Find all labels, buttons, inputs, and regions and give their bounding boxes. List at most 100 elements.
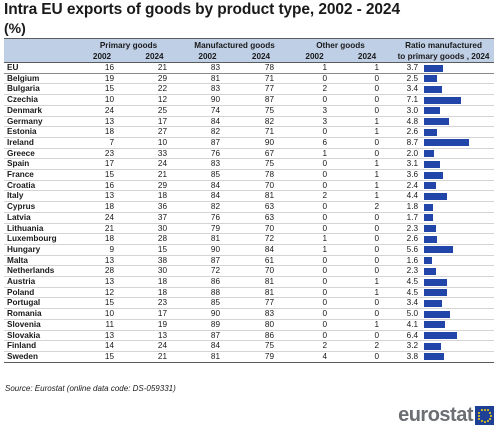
value-cell: 17 — [157, 116, 167, 126]
value-cell: 0 — [374, 84, 380, 94]
value-cell: 78 — [234, 62, 289, 74]
value-cell: 18 — [157, 277, 167, 287]
table-row: Portugal 15 23 85 77 0 0 3.4 — [4, 298, 495, 309]
country-cell: Germany — [7, 116, 43, 126]
value-cell: 72 — [264, 234, 275, 244]
header-year: 2002 — [288, 51, 342, 63]
value-cell: 0 — [374, 105, 380, 115]
value-cell: 2 — [374, 202, 380, 212]
value-cell: 17 — [157, 309, 167, 319]
flag-star — [489, 414, 492, 417]
ratio-bar — [424, 96, 461, 104]
value-cell: 23 — [157, 298, 167, 308]
value-cell: 61 — [264, 255, 275, 265]
value-cell: 18 — [157, 287, 167, 297]
value-cell: 13 — [104, 330, 114, 340]
value-cell: 0 — [322, 298, 328, 308]
value-cell: 0 — [322, 127, 328, 137]
header-year: 2002 — [76, 51, 128, 63]
ratio-bar-cell — [424, 137, 494, 148]
header-other-goods: Other goods — [288, 38, 394, 51]
value-cell: 13 — [104, 277, 114, 287]
ratio-bar — [424, 257, 433, 265]
value-cell: 0 — [322, 202, 328, 212]
value-cell: 88 — [210, 287, 220, 297]
table-row: Lithuania 21 30 79 70 0 0 2.3 — [4, 223, 495, 234]
ratio-cell: 1.6 — [406, 255, 419, 265]
ratio-cell: 7.1 — [406, 95, 419, 105]
value-cell: 83 — [264, 309, 275, 319]
ratio-bar-cell — [424, 234, 494, 245]
value-cell: 2 — [374, 341, 380, 351]
value-cell: 90 — [210, 95, 220, 105]
flag-star — [480, 409, 483, 412]
ratio-bar — [424, 139, 470, 147]
value-cell: 0 — [322, 170, 328, 180]
value-cell: 1 — [374, 277, 380, 287]
value-cell: 29 — [157, 73, 167, 83]
value-cell: 25 — [157, 105, 167, 115]
ratio-bar — [424, 289, 448, 297]
country-cell: Romania — [7, 309, 42, 319]
ratio-bar — [424, 267, 436, 275]
value-cell: 28 — [104, 266, 114, 276]
value-cell: 82 — [210, 202, 220, 212]
value-cell: 13 — [104, 255, 114, 265]
value-cell: 81 — [210, 234, 220, 244]
country-cell: Lithuania — [7, 223, 44, 233]
value-cell: 76 — [210, 212, 220, 222]
ratio-bar-cell — [424, 159, 494, 170]
table-row: Cyprus 18 36 82 63 0 2 1.8 — [4, 202, 495, 213]
ratio-cell: 2.5 — [406, 73, 419, 83]
header-ratio-line2: to primary goods , 2024 — [393, 51, 495, 63]
value-cell: 77 — [264, 84, 275, 94]
ratio-bar-cell — [424, 244, 494, 255]
ratio-bar — [424, 118, 449, 126]
table-row: Croatia 16 29 84 70 0 1 2.4 — [4, 180, 495, 191]
source-note: Source: Eurostat (online data code: DS-0… — [5, 384, 176, 393]
table-row: Denmark 24 25 74 75 3 0 3.0 — [4, 105, 495, 117]
ratio-cell: 3.0 — [406, 105, 419, 115]
ratio-bar — [424, 235, 438, 243]
flag-star — [478, 411, 481, 414]
country-cell: Belgium — [7, 73, 40, 83]
table-row: Poland 12 18 88 81 0 1 4.5 — [4, 287, 495, 298]
value-cell: 3 — [322, 105, 328, 115]
ratio-bar-cell — [424, 116, 494, 127]
value-cell: 0 — [374, 244, 380, 254]
value-cell: 1 — [341, 62, 394, 74]
value-cell: 70 — [264, 266, 275, 276]
value-cell: 75 — [264, 341, 275, 351]
value-cell: 24 — [104, 105, 114, 115]
value-cell: 36 — [157, 202, 167, 212]
ratio-bar-cell — [424, 287, 494, 298]
value-cell: 16 — [76, 62, 128, 74]
page-title: Intra EU exports of goods by product typ… — [4, 1, 400, 18]
ratio-cell: 2.3 — [406, 266, 419, 276]
value-cell: 37 — [157, 212, 167, 222]
country-cell: Czechia — [7, 95, 38, 105]
ratio-cell: 3.6 — [406, 170, 419, 180]
value-cell: 33 — [157, 148, 167, 158]
value-cell: 63 — [264, 202, 275, 212]
value-cell: 16 — [104, 180, 114, 190]
country-cell: Poland — [7, 287, 35, 297]
ratio-cell: 3.4 — [406, 298, 419, 308]
value-cell: 0 — [374, 255, 380, 265]
ratio-cell: 4.5 — [406, 287, 419, 297]
value-cell: 15 — [157, 244, 167, 254]
flag-star — [488, 411, 491, 414]
value-cell: 2 — [322, 191, 328, 201]
value-cell: 87 — [210, 330, 220, 340]
value-cell: 1 — [374, 127, 380, 137]
value-cell: 0 — [322, 287, 328, 297]
value-cell: 81 — [264, 277, 275, 287]
value-cell: 72 — [210, 266, 220, 276]
ratio-bar — [424, 171, 443, 179]
table-row: Bulgaria 15 22 83 77 2 0 3.4 — [4, 84, 495, 95]
value-cell: 23 — [104, 148, 114, 158]
value-cell: 85 — [210, 170, 220, 180]
value-cell: 1 — [374, 170, 380, 180]
value-cell: 83 — [210, 159, 220, 169]
value-cell: 0 — [374, 330, 380, 340]
